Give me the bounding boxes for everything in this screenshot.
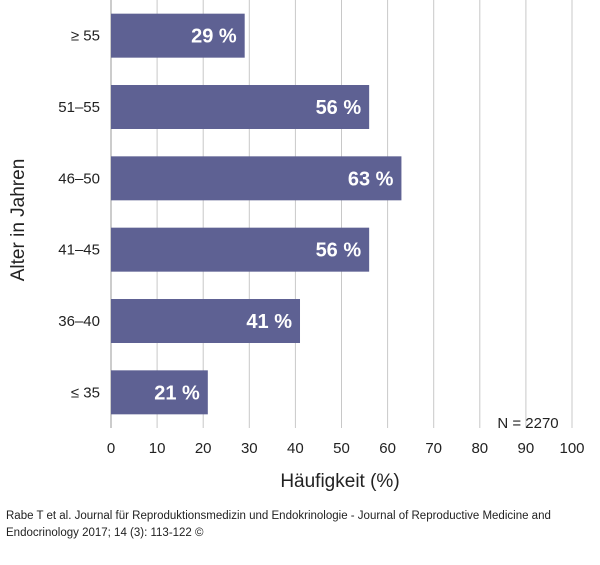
x-tick-label: 40 [287, 440, 304, 457]
sample-size-annotation: N = 2270 [497, 415, 558, 432]
x-tick-label: 60 [379, 440, 396, 457]
bar-value-label: 21 % [154, 382, 200, 404]
x-tick-label: 80 [471, 440, 488, 457]
y-tick-label: ≤ 35 [71, 384, 100, 401]
bar-value-label: 41 % [246, 311, 292, 333]
bar [111, 156, 402, 201]
y-tick-label: 51–55 [58, 99, 100, 116]
y-tick-label: ≥ 55 [71, 28, 100, 45]
source-citation: Rabe T et al. Journal für Reproduktionsm… [6, 510, 551, 539]
x-axis-label: Häufigkeit (%) [280, 471, 399, 492]
x-tick-label: 0 [107, 440, 115, 457]
x-tick-label: 70 [425, 440, 442, 457]
y-tick-label: 41–45 [58, 242, 100, 259]
bar [111, 299, 301, 343]
bar [111, 85, 370, 129]
bars: 29 % 56 % 63 % 56 % 41 % 21 % [111, 13, 402, 415]
bar-chart: 29 % 56 % 63 % 56 % 41 % 21 % 0 10 20 30 40 50 60 70… [8, 0, 585, 492]
bar-value-label: 29 % [191, 26, 237, 48]
x-tick-label: 20 [195, 440, 212, 457]
bar-value-label: 63 % [348, 168, 394, 190]
y-axis-label: Alter in Jahren [8, 159, 29, 282]
y-tick-label: 36–40 [58, 313, 100, 330]
grid-lines [110, 0, 573, 428]
x-tick-label: 90 [518, 440, 535, 457]
x-tick-label: 10 [149, 440, 166, 457]
x-tick-label: 30 [241, 440, 258, 457]
bar-value-label: 56 % [316, 97, 362, 119]
y-tick-labels: ≥ 55 51–55 46–50 41–45 36–40 ≤ 35 [58, 28, 100, 402]
bar [111, 227, 370, 272]
x-tick-label: 50 [333, 440, 350, 457]
bar [111, 13, 245, 58]
y-tick-label: 46–50 [58, 170, 100, 187]
bar-value-label: 56 % [316, 240, 362, 262]
x-tick-label: 100 [559, 440, 584, 457]
x-tick-labels: 0 10 20 30 40 50 60 70 80 90 100 [107, 440, 585, 457]
bar [111, 370, 208, 415]
